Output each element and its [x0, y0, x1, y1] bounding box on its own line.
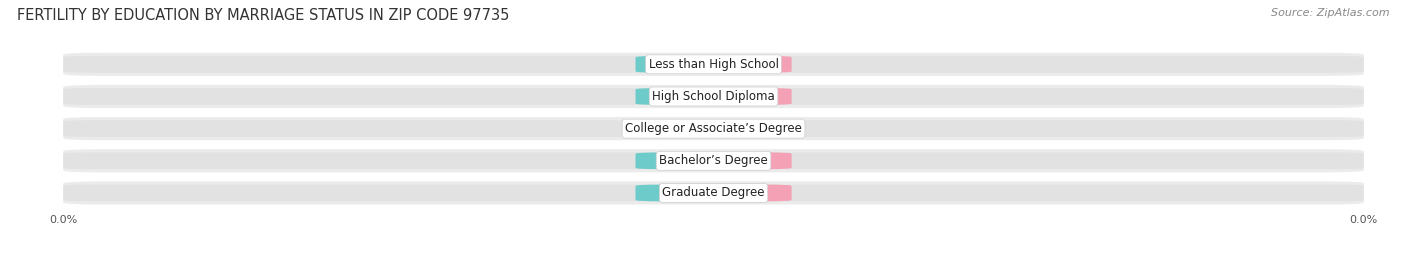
FancyBboxPatch shape: [63, 152, 713, 169]
Text: Graduate Degree: Graduate Degree: [662, 187, 765, 199]
Text: 0.0%: 0.0%: [659, 124, 689, 134]
Text: 0.0%: 0.0%: [738, 124, 768, 134]
FancyBboxPatch shape: [63, 120, 713, 137]
FancyBboxPatch shape: [63, 185, 713, 201]
FancyBboxPatch shape: [636, 120, 713, 137]
FancyBboxPatch shape: [713, 152, 792, 169]
FancyBboxPatch shape: [636, 185, 713, 201]
FancyBboxPatch shape: [713, 56, 792, 73]
FancyBboxPatch shape: [63, 117, 1364, 140]
Text: College or Associate’s Degree: College or Associate’s Degree: [626, 122, 801, 135]
FancyBboxPatch shape: [63, 181, 1364, 204]
FancyBboxPatch shape: [63, 85, 1364, 108]
Text: 0.0%: 0.0%: [659, 91, 689, 102]
Text: 0.0%: 0.0%: [738, 156, 768, 166]
FancyBboxPatch shape: [713, 152, 1364, 169]
FancyBboxPatch shape: [713, 88, 792, 105]
FancyBboxPatch shape: [636, 88, 713, 105]
FancyBboxPatch shape: [63, 56, 713, 73]
FancyBboxPatch shape: [63, 53, 1364, 76]
FancyBboxPatch shape: [713, 120, 1364, 137]
FancyBboxPatch shape: [713, 56, 1364, 73]
FancyBboxPatch shape: [636, 152, 713, 169]
Text: Source: ZipAtlas.com: Source: ZipAtlas.com: [1271, 8, 1389, 18]
Text: 0.0%: 0.0%: [738, 91, 768, 102]
Text: 0.0%: 0.0%: [659, 59, 689, 69]
FancyBboxPatch shape: [713, 88, 1364, 105]
Text: 0.0%: 0.0%: [738, 188, 768, 198]
FancyBboxPatch shape: [63, 88, 713, 105]
Text: Less than High School: Less than High School: [648, 58, 779, 71]
Text: 0.0%: 0.0%: [738, 59, 768, 69]
FancyBboxPatch shape: [713, 185, 792, 201]
FancyBboxPatch shape: [713, 185, 1364, 201]
Text: FERTILITY BY EDUCATION BY MARRIAGE STATUS IN ZIP CODE 97735: FERTILITY BY EDUCATION BY MARRIAGE STATU…: [17, 8, 509, 23]
Text: 0.0%: 0.0%: [659, 188, 689, 198]
Text: Bachelor’s Degree: Bachelor’s Degree: [659, 154, 768, 167]
Text: High School Diploma: High School Diploma: [652, 90, 775, 103]
FancyBboxPatch shape: [713, 120, 792, 137]
FancyBboxPatch shape: [63, 149, 1364, 172]
FancyBboxPatch shape: [636, 56, 713, 73]
Text: 0.0%: 0.0%: [659, 156, 689, 166]
